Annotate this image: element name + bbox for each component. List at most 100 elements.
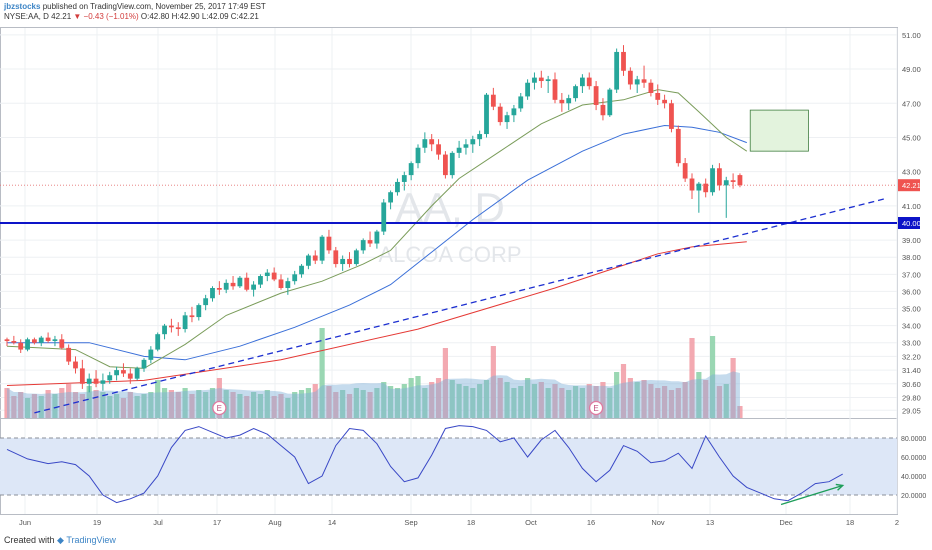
- volume-bar: [449, 380, 455, 418]
- candle-body: [532, 77, 537, 83]
- time-tick-label: 18: [467, 518, 475, 527]
- volume-bar: [497, 378, 503, 418]
- candle-body: [79, 368, 85, 384]
- price-axis[interactable]: 51.00 49.00 47.00 45.00 43.00 41.00 39.00 38.00…: [898, 31, 921, 415]
- time-axis[interactable]: Jun 19 Jul 17 Aug 14 Sep 18 Oct 16 Nov 13 Dec 18 2: [19, 518, 899, 527]
- volume-bar: [72, 392, 79, 418]
- price-tick-label: 31.40: [902, 366, 921, 375]
- candle-body: [292, 274, 298, 282]
- candle-body: [511, 108, 517, 116]
- volume-bar: [703, 380, 709, 418]
- candle-body: [210, 288, 215, 299]
- price-tick-label: 37.00: [902, 270, 921, 279]
- stochastic-tick-label: 20.0000: [901, 493, 926, 500]
- volume-bar: [511, 388, 517, 418]
- volume-bar: [141, 394, 147, 418]
- volume-bar: [196, 390, 202, 418]
- time-tick-label: Nov: [651, 518, 665, 527]
- volume-bar: [374, 388, 380, 418]
- volume-bar: [566, 390, 572, 418]
- stochastic-arrow-head-icon: [835, 483, 845, 491]
- candle-body: [38, 337, 44, 343]
- volume-bar: [367, 392, 373, 418]
- volume-bar: [168, 390, 174, 418]
- volume-bar: [305, 388, 311, 418]
- watermark-company: ALCOA CORP: [378, 242, 521, 267]
- volume-bar: [607, 388, 613, 418]
- candle-body: [52, 339, 58, 342]
- volume-bar: [360, 390, 366, 418]
- last-price-label: 42.21: [902, 181, 921, 190]
- candle-body: [463, 144, 469, 148]
- volume-bar: [189, 394, 195, 418]
- volume-bar: [223, 390, 229, 418]
- grid: [0, 28, 898, 514]
- candle-body: [353, 250, 359, 265]
- candle-body: [326, 236, 332, 251]
- candle-body: [662, 99, 667, 104]
- footer-created-with: Created with: [4, 535, 55, 545]
- volume-bar: [285, 398, 291, 418]
- time-tick-label: Sep: [404, 518, 417, 527]
- time-tick-label: 13: [706, 518, 714, 527]
- volume-bar: [203, 392, 209, 418]
- stochastic-tick-label: 80.0000: [901, 436, 926, 443]
- volume-bar: [244, 396, 250, 418]
- volume-bar: [148, 392, 154, 418]
- footer-brand[interactable]: TradingView: [66, 535, 116, 545]
- candle-body: [312, 255, 318, 261]
- target-zone-box: [749, 109, 809, 152]
- stochastic-band: [0, 437, 897, 496]
- volume-bar: [641, 380, 647, 418]
- candle-body: [689, 178, 695, 191]
- candle-body: [175, 327, 181, 330]
- candle-body: [730, 180, 736, 182]
- volume-bar: [38, 396, 44, 418]
- volume-bar: [175, 392, 181, 418]
- volume-bar: [696, 372, 702, 418]
- volume-bar: [271, 396, 277, 418]
- target-zone: [749, 109, 809, 152]
- candle-body: [443, 154, 448, 176]
- stochastic-arrow: [780, 484, 843, 506]
- volume-bar: [120, 398, 127, 418]
- volume-bar: [292, 392, 298, 418]
- volume-bar: [586, 384, 592, 418]
- candle-body: [408, 163, 414, 176]
- volume-bar: [216, 378, 222, 418]
- candle-body: [490, 94, 496, 107]
- candle-body: [264, 272, 270, 277]
- candle-body: [32, 339, 37, 343]
- volume-bar: [182, 388, 188, 418]
- candle-body: [148, 349, 154, 360]
- candle-body: [717, 168, 722, 186]
- candle-body: [127, 373, 133, 379]
- last-price-tag: [898, 179, 920, 192]
- volume-bar: [237, 394, 243, 418]
- price-tick-label: 41.00: [902, 202, 921, 211]
- volume-bar: [93, 390, 99, 418]
- volume-bar: [579, 388, 585, 418]
- candle-body: [682, 163, 688, 179]
- ohlc-values: O:42.80 H:42.90 L:42.09 C:42.21: [138, 12, 259, 21]
- author-link[interactable]: jbzstocks: [4, 2, 41, 11]
- price-tick-label: 51.00: [902, 31, 921, 40]
- candle-body: [477, 134, 483, 140]
- stochastic-band-fill: [0, 438, 897, 495]
- candle-body: [45, 337, 51, 342]
- candles: [4, 45, 743, 393]
- candle-body: [504, 115, 510, 123]
- candle-body: [299, 265, 304, 275]
- volume-bar: [326, 386, 332, 418]
- earnings-marker-icon: [212, 400, 227, 416]
- volume-bar: [627, 378, 633, 418]
- candle-body: [381, 202, 387, 232]
- candle-body: [367, 240, 373, 244]
- volume-bar: [319, 328, 325, 418]
- tradingview-logo-icon: ◆: [57, 535, 64, 545]
- candle-body: [86, 378, 92, 384]
- time-tick-label: Oct: [525, 518, 538, 527]
- published-text: published on TradingView.com, November 2…: [40, 2, 266, 11]
